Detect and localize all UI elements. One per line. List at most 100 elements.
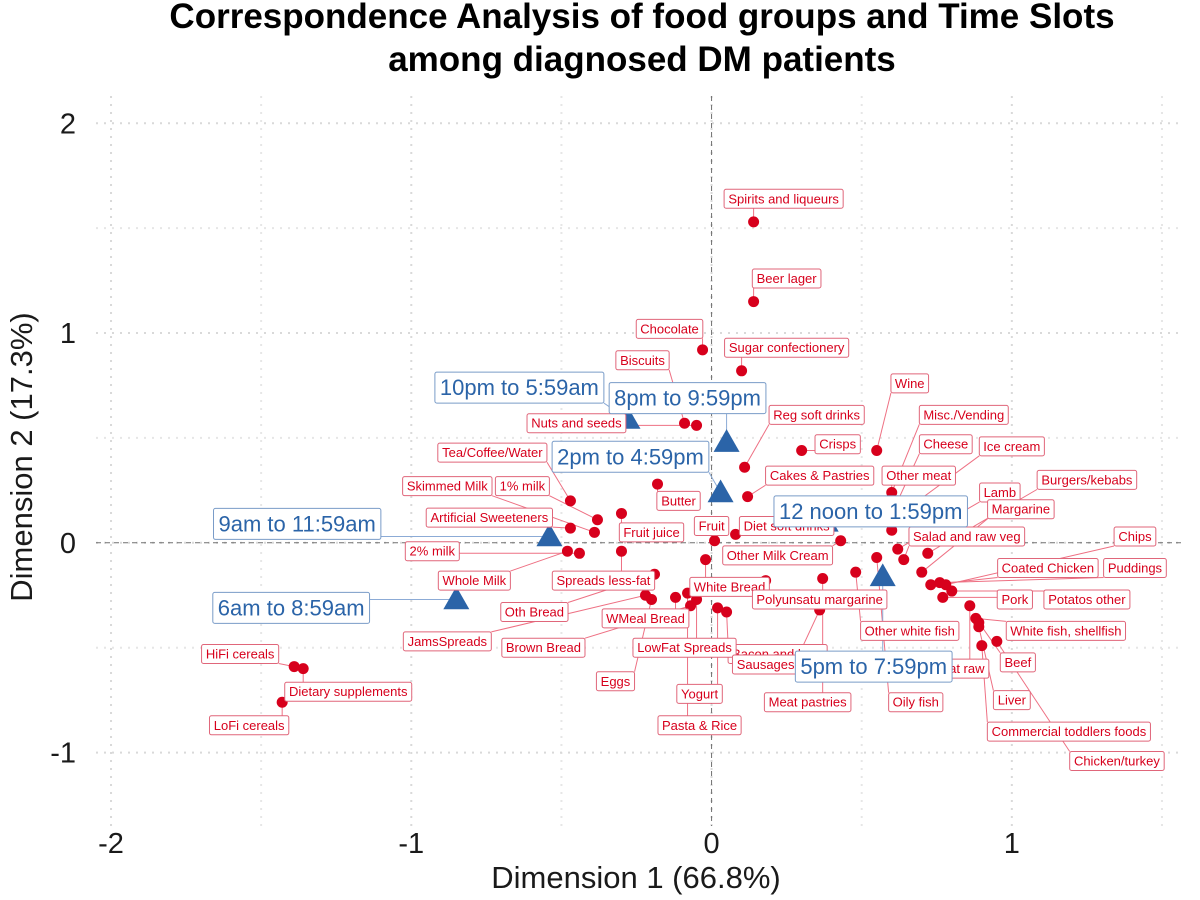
row-point [297,663,309,675]
row-point [615,507,627,519]
row-label-text: LoFi cereals [214,718,285,733]
row-point [561,545,573,557]
row-label-box [1069,750,1165,771]
row-label: WMeal Bread [601,608,690,629]
row-label-box [501,637,586,658]
row-label: HiFi cereals [201,643,280,664]
row-label-text: Sausages [737,657,795,672]
row-point [871,445,883,457]
row-label-box [722,545,834,566]
row-connector [744,424,770,468]
row-label-box [693,516,730,537]
row-label-text: Beer lager [757,271,818,286]
column-label: 5pm to 7:59pm [794,650,953,683]
row-label-box [437,570,511,591]
row-label: Butter [656,490,701,511]
row-label: Meat pastries [763,692,852,713]
row-label-box [751,589,888,610]
column-label: 8pm to 9:59pm [608,382,767,415]
row-label-box [765,465,875,486]
row-label: Oth Bread [500,602,569,623]
row-label-box [751,268,822,289]
row-point [748,296,760,308]
row-label-box [860,620,960,641]
row-point [796,445,808,457]
row-point [934,577,946,589]
row-point [871,551,883,563]
row-label: White Bread [689,576,770,597]
row-point [973,621,985,633]
row-label-text: Whole Milk [443,573,507,588]
row-label: Burgers/kebabs [1036,469,1138,490]
column-point [707,479,734,503]
column-label: 10pm to 5:59am [434,371,605,404]
row-label-text: Brown Bread [506,640,581,655]
row-label-box [992,690,1031,711]
row-label: Potatos other [1043,589,1131,610]
row-label-box [551,570,656,591]
row-label: Chocolate [635,318,704,339]
row-point [646,593,658,605]
row-point [670,591,682,603]
row-label-box [918,404,1009,425]
row-point [991,635,1003,647]
row-label-box [500,602,569,623]
row-label-box [723,188,844,209]
row-label-text: Reg soft drinks [773,407,860,422]
row-label-box [724,337,850,358]
row-point [817,572,829,584]
row-label-text: Nuts and seeds [531,416,622,431]
row-label: Salad and raw veg [908,526,1026,547]
row-point [679,417,691,429]
row-point [652,478,664,490]
row-label: Biscuits [615,350,670,371]
column-point [869,563,896,587]
row-label-box [689,576,770,597]
row-point [937,591,949,603]
row-point [886,524,898,536]
row-label-text: Meat pastries [769,695,848,710]
row-label-text: Misc./Vending [923,407,1004,422]
row-label-text: Eggs [601,674,631,689]
row-label-box [402,476,493,497]
row-point [564,522,576,534]
row-label-text: Biscuits [620,353,665,368]
row-point [712,602,724,614]
row-point [588,526,600,538]
row-label-text: 2% milk [410,544,456,559]
row-label-box [814,434,861,455]
row-label-text: HiFi cereals [206,646,275,661]
row-point [615,545,627,557]
row-label-text: Skimmed Milk [407,479,488,494]
row-label-text: Puddings [1108,560,1163,575]
row-point [976,640,988,652]
row-connector [546,461,571,502]
row-label: Oily fish [888,692,944,713]
row-label: Beef [999,652,1036,673]
row-label-text: Oily fish [893,695,939,710]
row-label-text: White Bread [694,579,766,594]
column-label-text: 8pm to 9:59pm [614,386,761,411]
row-label: Liver [992,690,1031,711]
row-label-box [284,681,413,702]
row-label-text: Tea/Coffee/Water [442,445,543,460]
row-label-text: Commercial toddlers foods [992,724,1147,739]
row-label-text: Wine [895,376,925,391]
row-label-text: Liver [998,693,1027,708]
row-point [709,535,721,547]
row-label: Sausages [731,654,800,675]
row-point [691,419,703,431]
row-label-text: Cakes & Pastries [770,468,870,483]
row-label-text: Lamb [984,485,1017,500]
column-label-box [794,650,953,683]
row-label: Spirits and liqueurs [723,188,844,209]
row-label: Fruit juice [618,522,685,543]
row-label: Chips [1113,526,1157,547]
row-label: Reg soft drinks [768,404,865,425]
row-label: Pork [996,589,1033,610]
point-labels: Spirits and liqueurs Beer lager Chocolate S… [201,188,1167,771]
x-tick-label: -2 [98,828,124,860]
row-point [739,461,751,473]
row-label: 1% milk [494,476,550,497]
row-label-box [615,350,670,371]
